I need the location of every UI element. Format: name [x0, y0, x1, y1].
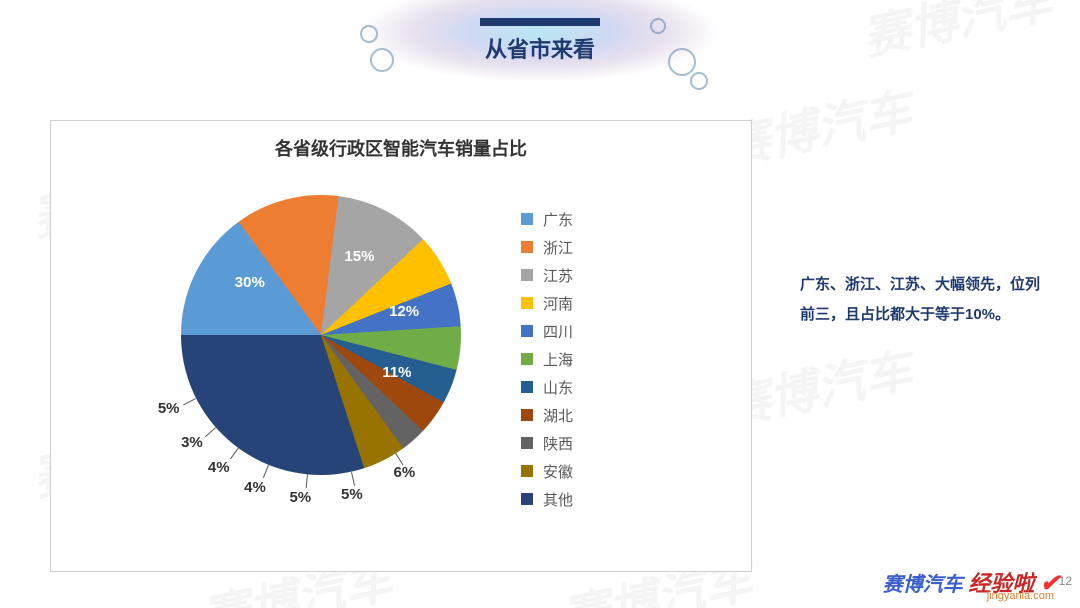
logo-main: 赛博汽车: [883, 574, 963, 596]
page-number: 12: [1059, 574, 1072, 588]
pie-leader-line: [263, 465, 269, 478]
pie-slice-label: 15%: [344, 248, 374, 265]
legend-swatch: [521, 269, 533, 281]
pie-leader-line: [230, 448, 239, 460]
pie-slice-label: 5%: [158, 400, 180, 417]
pie-slice-label: 4%: [244, 479, 266, 496]
pie-slice-label: 30%: [235, 274, 265, 291]
chart-area: 15%12%11%6%5%5%4%4%3%5%30% 广东浙江江苏河南四川上海山…: [51, 175, 751, 555]
legend-label: 广东: [543, 209, 573, 230]
pie-wrap: 15%12%11%6%5%5%4%4%3%5%30%: [181, 195, 461, 475]
legend-swatch: [521, 353, 533, 365]
legend-swatch: [521, 465, 533, 477]
legend-item: 湖北: [521, 401, 573, 429]
decorative-bubble: [668, 48, 696, 76]
pie-slice-label: 6%: [394, 464, 416, 481]
pie-leader-line: [183, 398, 196, 405]
legend-item: 浙江: [521, 233, 573, 261]
legend-label: 浙江: [543, 237, 573, 258]
caption-text: 广东、浙江、江苏、大幅领先，位列前三，且占比都大于等于10%。: [800, 270, 1050, 330]
legend-item: 陕西: [521, 429, 573, 457]
legend-swatch: [521, 213, 533, 225]
page-title: 从省市来看: [0, 32, 1080, 64]
legend-label: 山东: [543, 377, 573, 398]
pie-slice-label: 5%: [289, 489, 311, 506]
pie-leader-line: [205, 427, 216, 437]
legend-item: 河南: [521, 289, 573, 317]
legend-swatch: [521, 297, 533, 309]
chart-legend: 广东浙江江苏河南四川上海山东湖北陕西安徽其他: [521, 205, 573, 513]
pie-slice-label: 5%: [341, 486, 363, 503]
legend-label: 河南: [543, 293, 573, 314]
decorative-bubble: [650, 18, 666, 34]
legend-swatch: [521, 437, 533, 449]
pie-slice-label: 11%: [382, 364, 411, 381]
legend-swatch: [521, 241, 533, 253]
legend-label: 其他: [543, 489, 573, 510]
pie-slice-label: 4%: [208, 459, 230, 476]
legend-item: 山东: [521, 373, 573, 401]
decorative-bubble: [690, 72, 708, 90]
pie-leader-line: [305, 474, 307, 488]
legend-label: 江苏: [543, 265, 573, 286]
legend-item: 安徽: [521, 457, 573, 485]
legend-swatch: [521, 493, 533, 505]
decorative-bubble: [370, 48, 394, 72]
legend-label: 上海: [543, 349, 573, 370]
legend-item: 江苏: [521, 261, 573, 289]
legend-label: 湖北: [543, 405, 573, 426]
decorative-bubble: [360, 25, 378, 43]
header-bar: [480, 18, 600, 26]
chart-title: 各省级行政区智能汽车销量占比: [51, 121, 751, 175]
chart-container: 各省级行政区智能汽车销量占比 15%12%11%6%5%5%4%4%3%5%30…: [50, 120, 752, 572]
legend-swatch: [521, 325, 533, 337]
legend-item: 上海: [521, 345, 573, 373]
legend-item: 其他: [521, 485, 573, 513]
legend-label: 四川: [543, 321, 573, 342]
legend-label: 安徽: [543, 461, 573, 482]
pie-leader-line: [351, 472, 355, 486]
pie-slice-label: 3%: [181, 434, 203, 451]
legend-label: 陕西: [543, 433, 573, 454]
legend-item: 四川: [521, 317, 573, 345]
footer-url: jingyanla.com: [987, 590, 1054, 602]
pie-chart: [181, 195, 461, 475]
legend-swatch: [521, 409, 533, 421]
legend-item: 广东: [521, 205, 573, 233]
legend-swatch: [521, 381, 533, 393]
pie-slice-label: 12%: [389, 303, 419, 320]
